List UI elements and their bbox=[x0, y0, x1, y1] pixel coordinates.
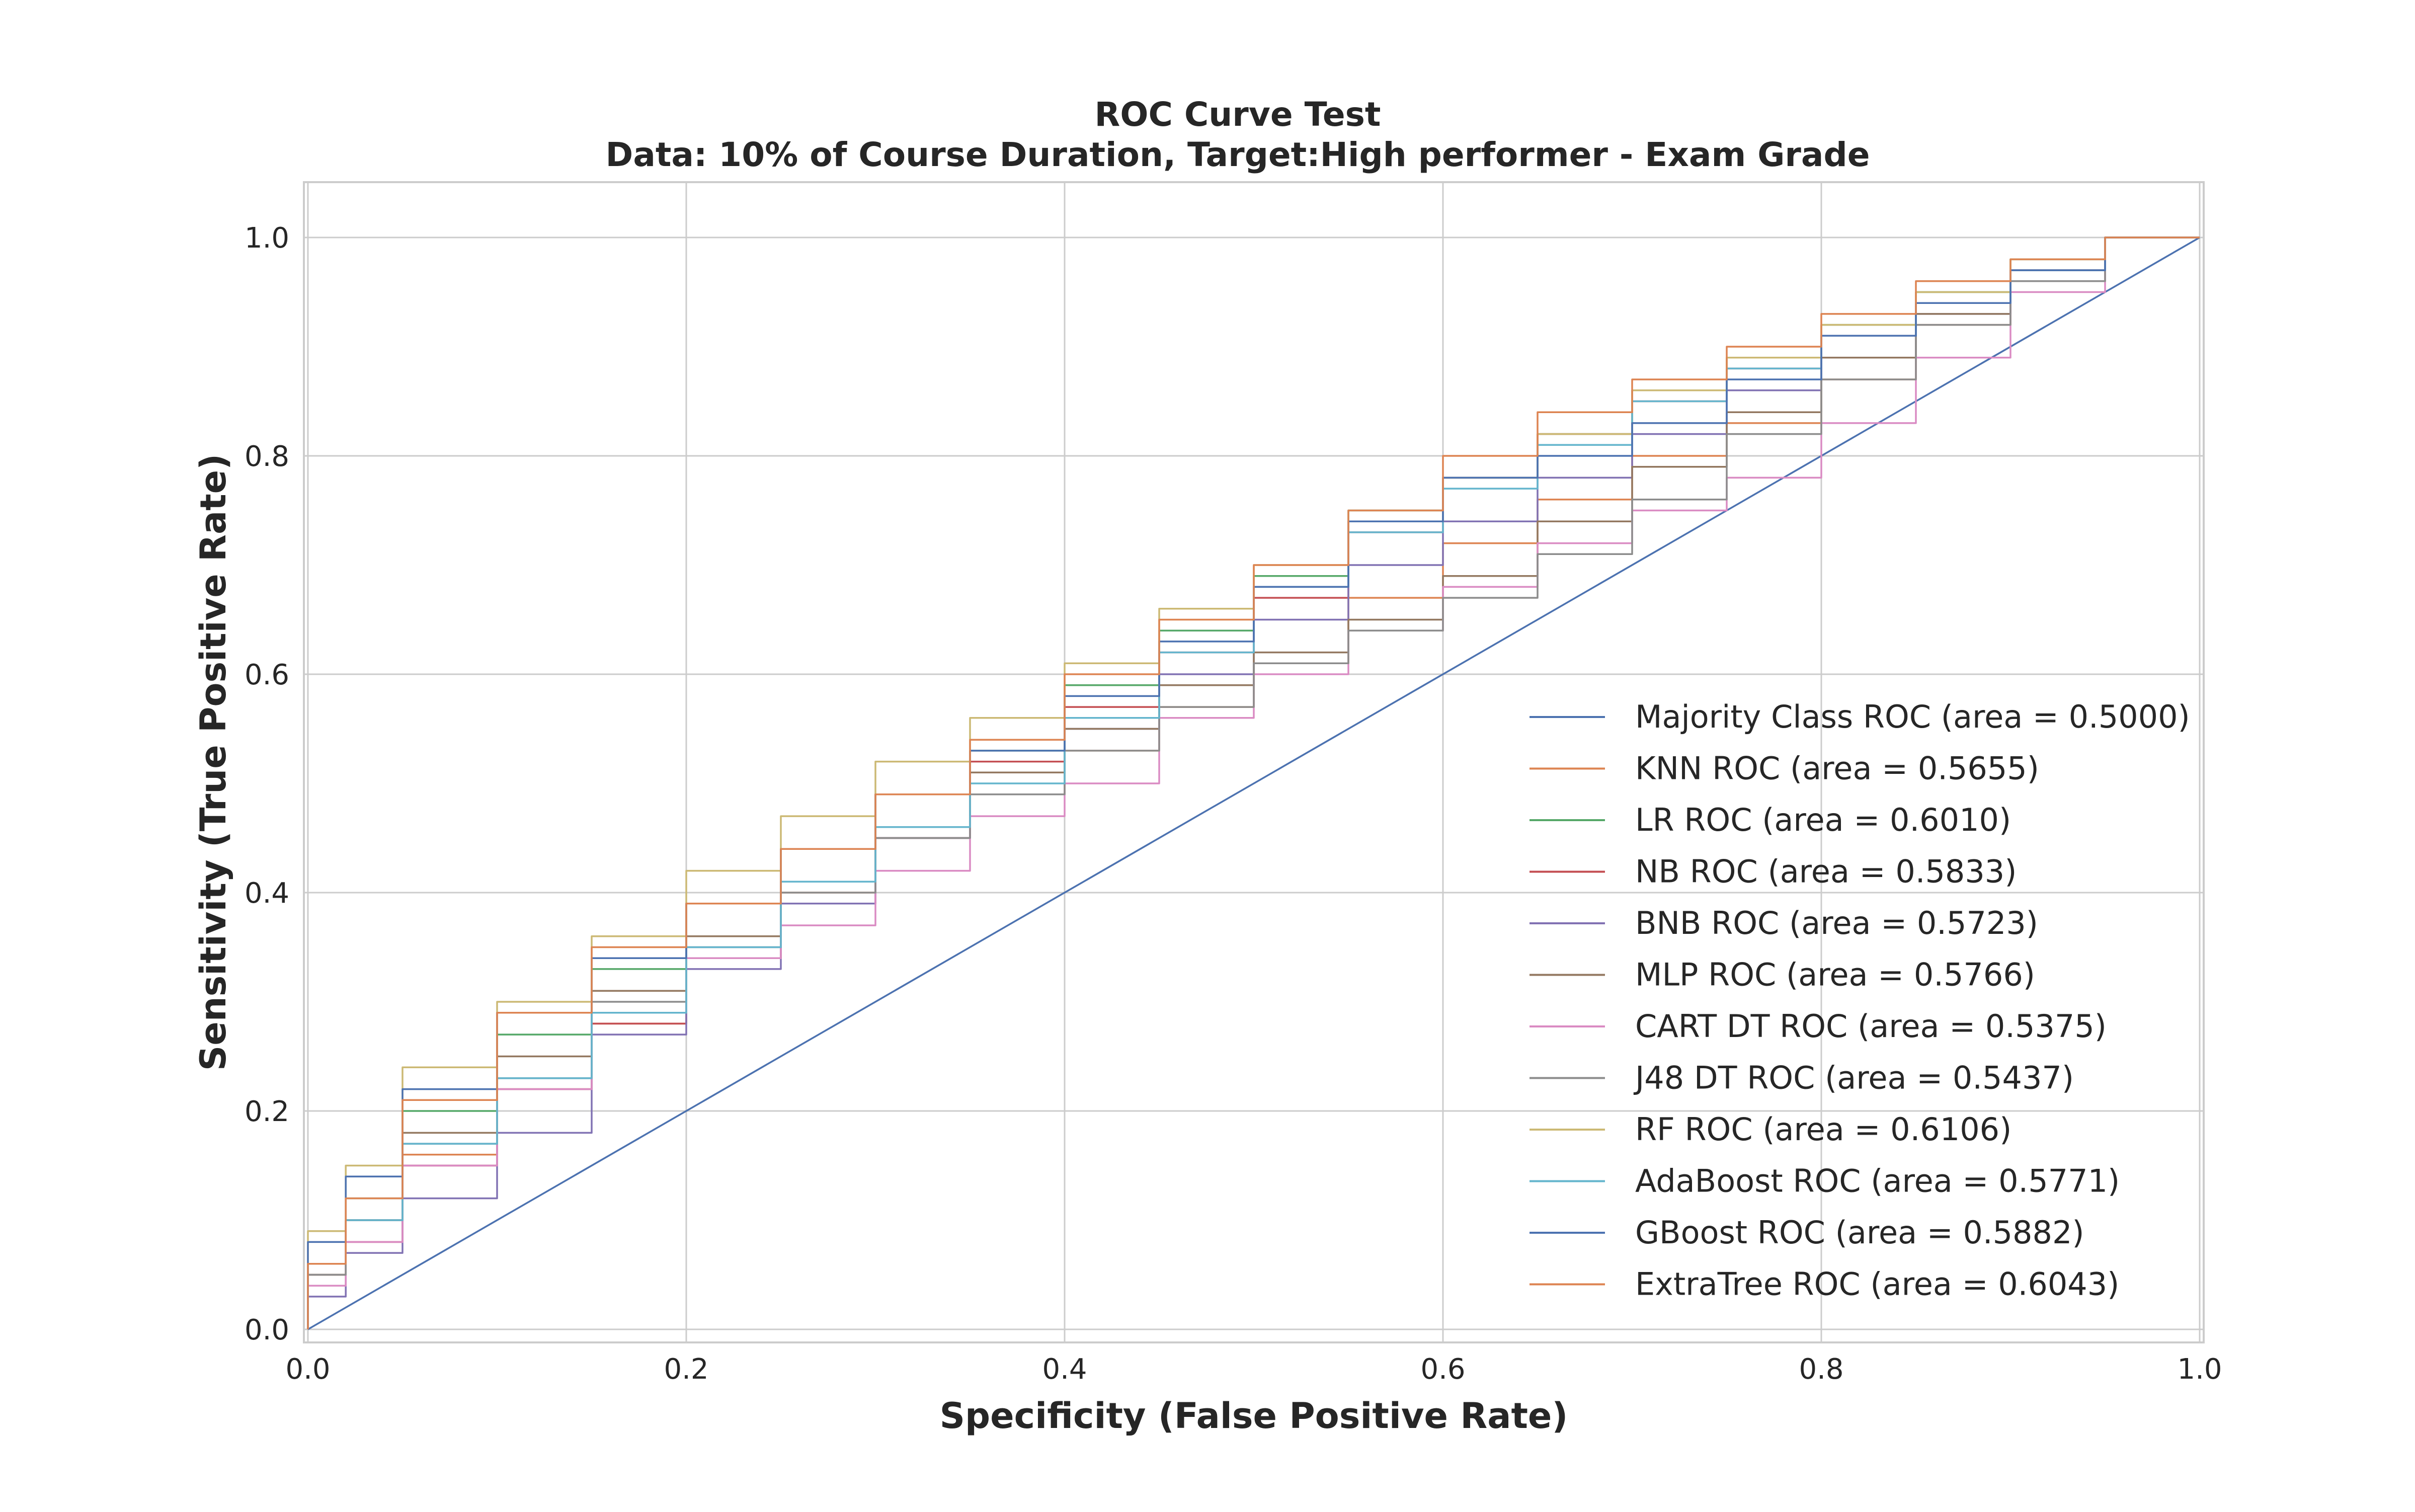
legend-label: LR ROC (area = 0.6010) bbox=[1635, 802, 2011, 838]
y-tick-labels: 0.0 0.2 0.4 0.6 0.8 1.0 bbox=[245, 222, 289, 1346]
legend-label: Majority Class ROC (area = 0.5000) bbox=[1635, 698, 2190, 735]
x-tick-label: 0.2 bbox=[664, 1353, 708, 1386]
x-tick-label: 0.6 bbox=[1420, 1353, 1465, 1386]
x-tick-label: 0.8 bbox=[1799, 1353, 1843, 1386]
y-tick-label: 0.2 bbox=[245, 1095, 289, 1128]
series-line-0 bbox=[307, 236, 2200, 1330]
legend: Majority Class ROC (area = 0.5000) KNN RO… bbox=[1530, 698, 2190, 1303]
y-tick-label: 0.0 bbox=[245, 1314, 289, 1346]
series-lines bbox=[307, 236, 2200, 1330]
x-tick-labels: 0.0 0.2 0.4 0.6 0.8 1.0 bbox=[285, 1353, 2222, 1386]
y-tick-label: 0.8 bbox=[245, 440, 289, 473]
x-tick-label: 1.0 bbox=[2177, 1353, 2222, 1386]
plot-frame bbox=[303, 181, 2205, 1343]
legend-label: MLP ROC (area = 0.5766) bbox=[1635, 957, 2035, 993]
gridlines bbox=[304, 182, 2204, 1342]
legend-label: J48 DT ROC (area = 0.5437) bbox=[1633, 1060, 2074, 1096]
series-line-11 bbox=[307, 236, 2200, 1329]
chart-title: ROC Curve Test bbox=[1095, 95, 1381, 134]
legend-label: BNB ROC (area = 0.5723) bbox=[1635, 905, 2038, 941]
y-tick-label: 1.0 bbox=[245, 222, 289, 255]
x-axis-label: Specificity (False Positive Rate) bbox=[940, 1395, 1568, 1437]
y-tick-label: 0.4 bbox=[245, 877, 289, 910]
chart-subtitle: Data: 10% of Course Duration, Target:Hig… bbox=[606, 135, 1870, 174]
legend-label: CART DT ROC (area = 0.5375) bbox=[1635, 1008, 2107, 1045]
legend-label: ExtraTree ROC (area = 0.6043) bbox=[1635, 1266, 2119, 1303]
x-tick-label: 0.0 bbox=[285, 1353, 330, 1386]
legend-label: NB ROC (area = 0.5833) bbox=[1635, 853, 2017, 890]
legend-label: AdaBoost ROC (area = 0.5771) bbox=[1635, 1163, 2120, 1200]
legend-label: RF ROC (area = 0.6106) bbox=[1635, 1111, 2011, 1148]
y-tick-label: 0.6 bbox=[245, 659, 289, 691]
y-axis-label: Sensitivity (True Positive Rate) bbox=[193, 454, 234, 1071]
legend-label: GBoost ROC (area = 0.5882) bbox=[1635, 1214, 2084, 1251]
legend-label: KNN ROC (area = 0.5655) bbox=[1635, 750, 2039, 787]
x-tick-label: 0.4 bbox=[1042, 1353, 1087, 1386]
